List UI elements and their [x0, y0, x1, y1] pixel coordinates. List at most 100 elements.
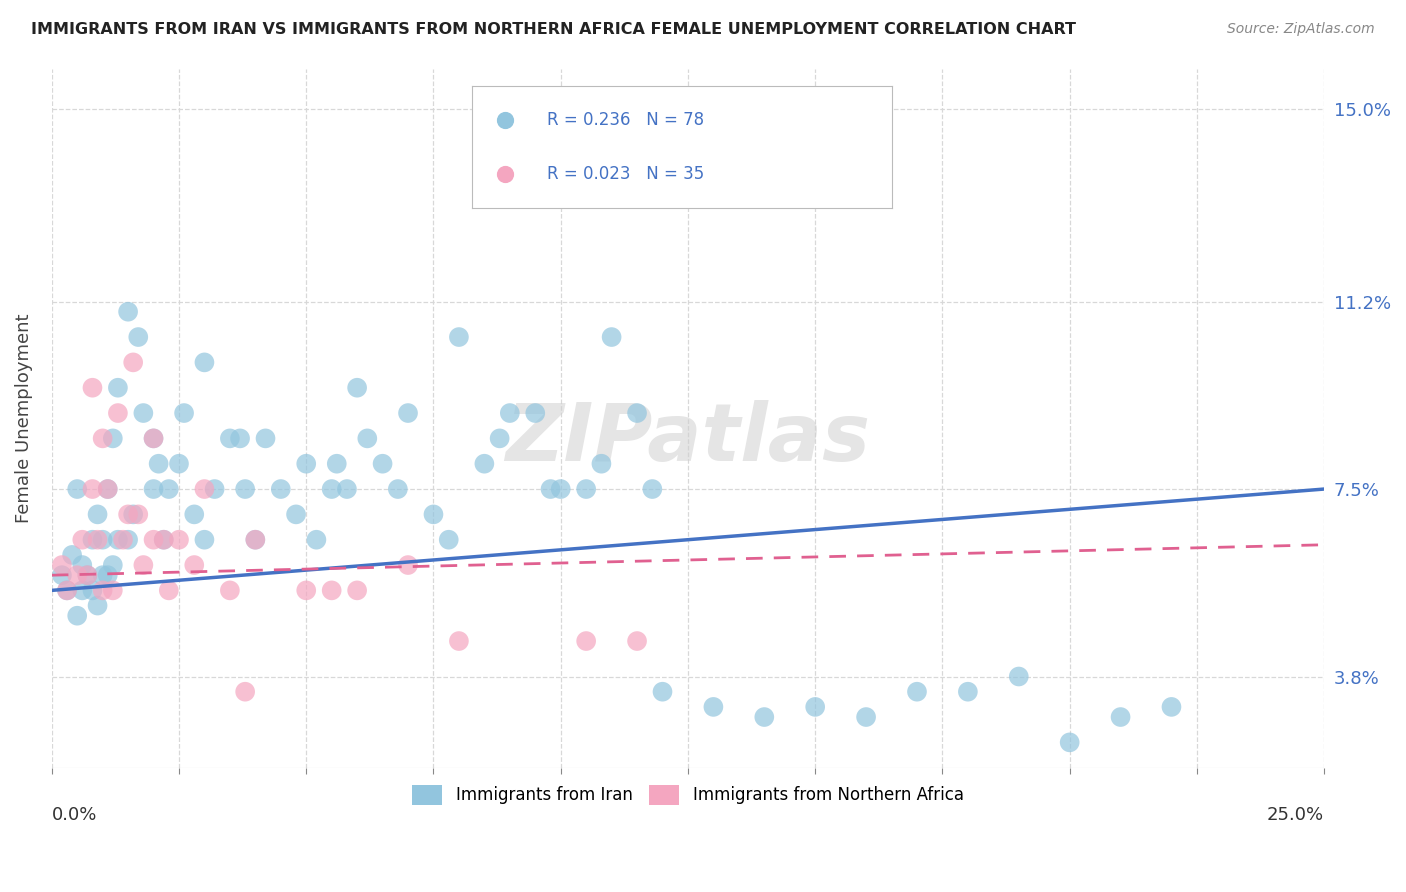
Point: [575, 482, 598, 496]
Text: IMMIGRANTS FROM IRAN VS IMMIGRANTS FROM NORTHERN AFRICA FEMALE UNEMPLOYMENT CORR: IMMIGRANTS FROM IRAN VS IMMIGRANTS FROM …: [31, 22, 1076, 37]
Point: [122, 508, 145, 522]
Point: [754, 710, 776, 724]
Point: [956, 684, 979, 698]
Point: [575, 634, 598, 648]
Point: [111, 533, 134, 547]
Point: [86, 533, 108, 547]
Point: [122, 355, 145, 369]
Point: [499, 406, 522, 420]
Point: [472, 457, 495, 471]
Text: Source: ZipAtlas.com: Source: ZipAtlas.com: [1227, 22, 1375, 37]
Point: [72, 558, 94, 572]
Point: [142, 431, 165, 445]
Point: [321, 583, 343, 598]
Point: [488, 431, 510, 445]
Point: [142, 431, 165, 445]
Point: [86, 508, 108, 522]
Point: [86, 599, 108, 613]
Point: [387, 482, 409, 496]
Point: [193, 355, 215, 369]
Point: [626, 406, 648, 420]
Point: [336, 482, 359, 496]
Point: [591, 457, 613, 471]
Point: [193, 482, 215, 496]
Point: [219, 431, 242, 445]
Point: [447, 330, 470, 344]
Point: [56, 583, 79, 598]
Point: [167, 457, 190, 471]
Point: [229, 431, 252, 445]
Point: [117, 304, 139, 318]
Point: [346, 381, 368, 395]
Point: [285, 508, 308, 522]
Point: [142, 482, 165, 496]
Point: [51, 558, 73, 572]
Point: [97, 568, 120, 582]
Point: [804, 699, 827, 714]
Point: [447, 634, 470, 648]
Point: [72, 583, 94, 598]
Point: [91, 568, 114, 582]
Point: [183, 558, 205, 572]
Point: [524, 406, 547, 420]
Point: [270, 482, 292, 496]
Point: [321, 482, 343, 496]
Point: [101, 431, 124, 445]
Point: [233, 482, 256, 496]
Point: [72, 533, 94, 547]
Point: [173, 406, 195, 420]
Point: [76, 568, 98, 582]
Point: [107, 381, 129, 395]
Point: [101, 558, 124, 572]
Point: [51, 568, 73, 582]
Point: [66, 482, 89, 496]
Point: [396, 406, 419, 420]
Point: [117, 533, 139, 547]
Point: [101, 583, 124, 598]
Point: [651, 684, 673, 698]
Point: [371, 457, 394, 471]
Point: [91, 533, 114, 547]
Point: [82, 533, 104, 547]
Point: [1008, 669, 1031, 683]
Point: [132, 558, 155, 572]
Point: [183, 508, 205, 522]
Point: [346, 583, 368, 598]
Point: [193, 533, 215, 547]
Point: [326, 457, 349, 471]
Point: [245, 533, 267, 547]
Point: [132, 406, 155, 420]
Point: [855, 710, 877, 724]
Point: [107, 406, 129, 420]
Point: [1160, 699, 1182, 714]
Point: [142, 533, 165, 547]
Point: [157, 583, 180, 598]
Point: [600, 330, 623, 344]
Point: [1109, 710, 1132, 724]
Text: 0.0%: 0.0%: [52, 806, 97, 824]
Point: [107, 533, 129, 547]
Point: [82, 583, 104, 598]
Point: [233, 684, 256, 698]
Point: [437, 533, 460, 547]
Point: [97, 482, 120, 496]
Point: [148, 457, 170, 471]
Point: [905, 684, 928, 698]
Point: [1059, 735, 1081, 749]
Point: [295, 583, 318, 598]
Point: [66, 568, 89, 582]
Point: [152, 533, 174, 547]
Point: [82, 482, 104, 496]
Point: [626, 634, 648, 648]
Point: [91, 431, 114, 445]
Point: [66, 608, 89, 623]
Point: [91, 583, 114, 598]
Point: [157, 482, 180, 496]
Text: 25.0%: 25.0%: [1267, 806, 1324, 824]
Point: [305, 533, 328, 547]
Point: [641, 482, 664, 496]
Point: [245, 533, 267, 547]
Point: [56, 583, 79, 598]
Point: [702, 699, 724, 714]
Point: [204, 482, 226, 496]
